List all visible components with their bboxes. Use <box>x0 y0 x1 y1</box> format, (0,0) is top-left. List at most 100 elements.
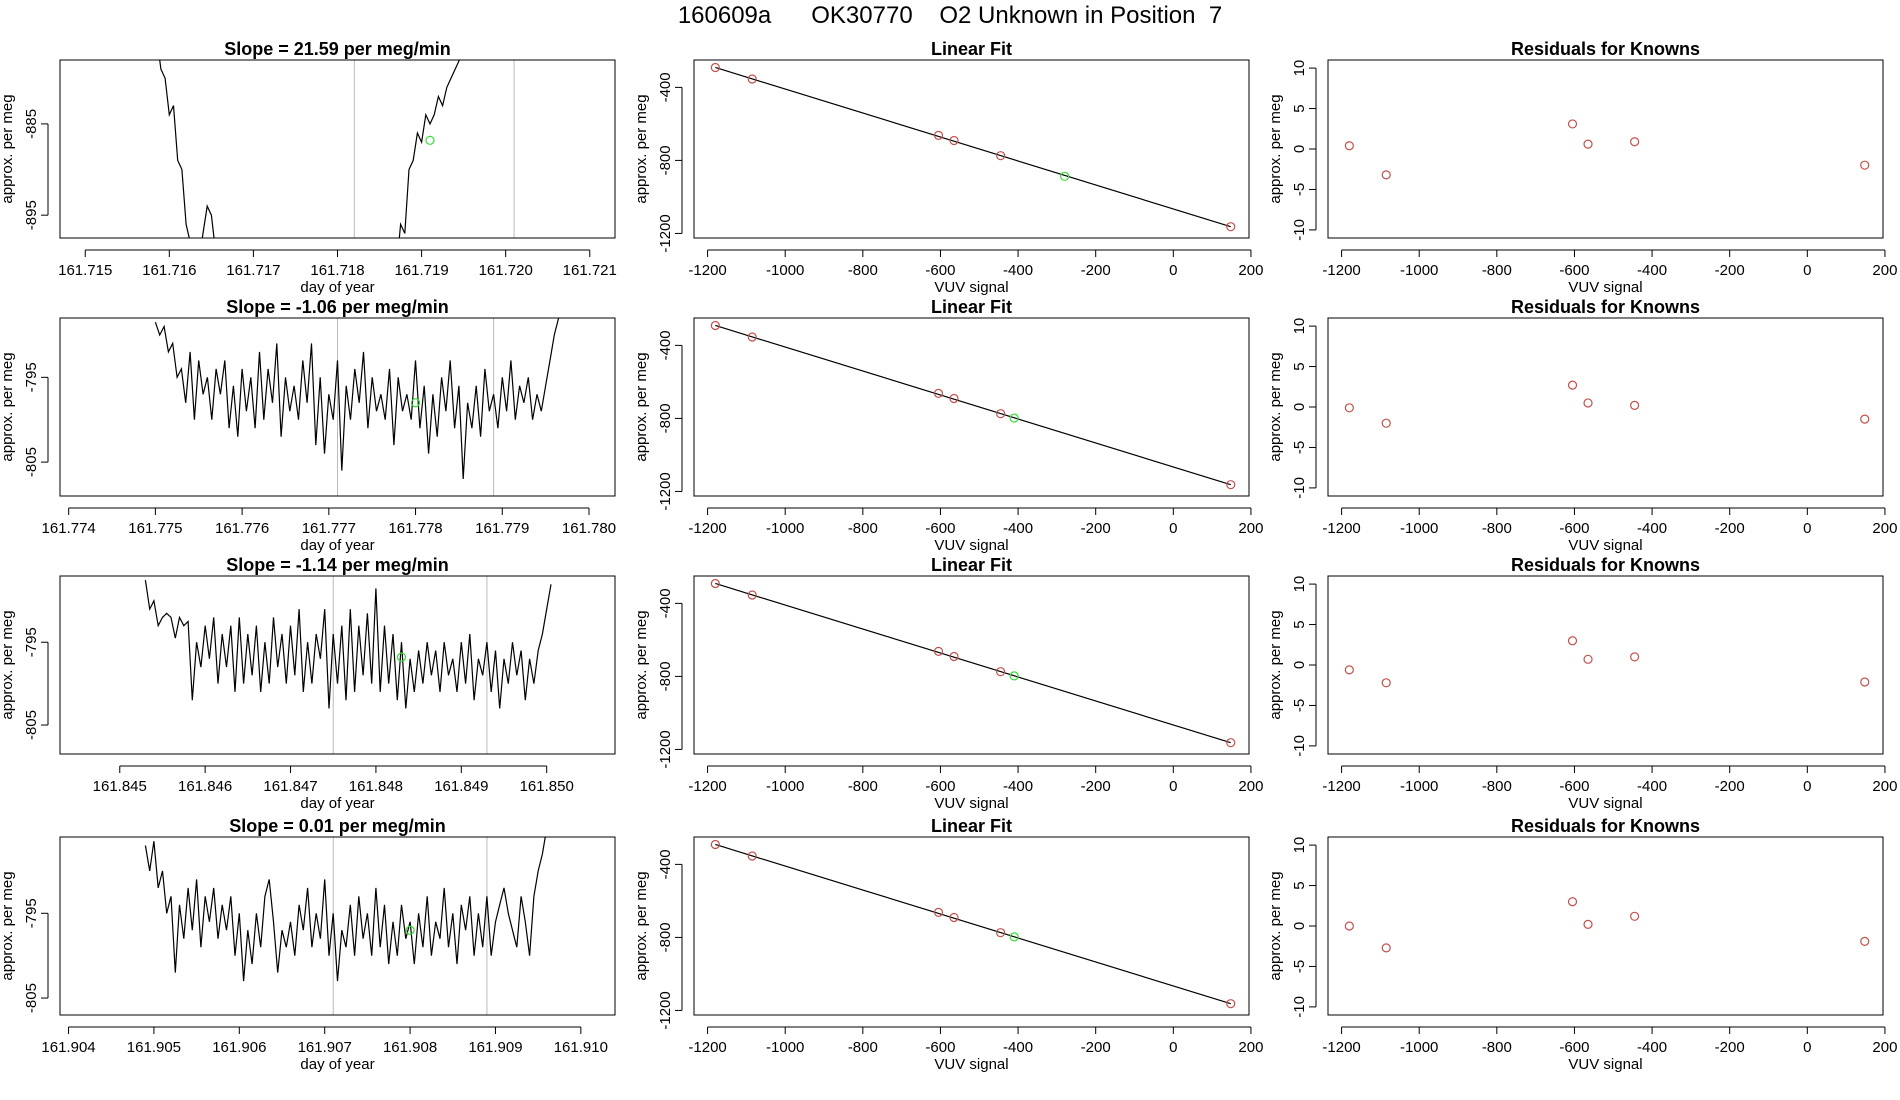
x-tick-label: 200 <box>1872 1039 1897 1056</box>
x-tick-label: 0 <box>1803 262 1811 279</box>
unknown-point <box>1009 932 1019 942</box>
x-tick-label: 0 <box>1803 778 1811 795</box>
y-tick-label: -795 <box>23 898 40 928</box>
panel-title: Linear Fit <box>931 39 1012 59</box>
y-tick-label: -1200 <box>657 730 674 768</box>
x-tick-label: -600 <box>1559 1039 1589 1056</box>
known-point <box>1381 170 1391 180</box>
y-tick-label: -400 <box>657 330 674 360</box>
y-tick-label: 0 <box>1291 922 1308 930</box>
x-tick-label: -200 <box>1081 520 1111 537</box>
x-tick-label: -400 <box>1003 520 1033 537</box>
unknown-point <box>410 398 421 408</box>
known-point <box>747 590 757 600</box>
y-tick-label: -805 <box>23 447 40 477</box>
x-tick-label: -800 <box>1482 520 1512 537</box>
x-tick-label: -1200 <box>1322 520 1360 537</box>
x-tick-label: 200 <box>1872 778 1897 795</box>
panel-timeseries-2: Slope = -1.06 per meg/min day of year appr… <box>0 297 616 554</box>
x-tick-label: -1000 <box>1400 262 1438 279</box>
y-tick-label: -5 <box>1291 699 1308 712</box>
x-axis-label: day of year <box>300 537 374 554</box>
x-tick-label: -400 <box>1637 1039 1667 1056</box>
x-tick-label: 161.906 <box>212 1039 266 1056</box>
data-layer <box>1344 897 1870 953</box>
x-axis-label: VUV signal <box>1568 279 1642 296</box>
y-tick-label: -10 <box>1291 219 1308 241</box>
x-tick-label: -400 <box>1637 262 1667 279</box>
x-tick-label: -1000 <box>1400 778 1438 795</box>
x-tick-label: -1200 <box>688 262 726 279</box>
x-tick-label: 161.778 <box>388 520 442 537</box>
y-tick-label: -10 <box>1291 996 1308 1018</box>
y-tick-label: -5 <box>1291 441 1308 454</box>
y-axis-label: approx. per meg <box>633 871 650 980</box>
known-point <box>949 393 959 404</box>
y-tick-label: 5 <box>1291 620 1308 628</box>
x-tick-label: -800 <box>1482 262 1512 279</box>
x-tick-label: 161.904 <box>41 1039 95 1056</box>
x-tick-label: -400 <box>1637 778 1667 795</box>
y-tick-label: 10 <box>1291 576 1308 593</box>
x-tick-label: 161.717 <box>226 262 280 279</box>
panel-title: Slope = 21.59 per meg/min <box>224 39 451 59</box>
x-tick-label: 200 <box>1238 1039 1263 1056</box>
y-tick-label: -795 <box>23 627 40 657</box>
x-tick-label: 161.779 <box>475 520 529 537</box>
x-tick-label: -800 <box>1482 778 1512 795</box>
known-point <box>933 907 944 917</box>
known-point <box>747 74 757 84</box>
plot-frame <box>1327 59 1884 239</box>
y-tick-label: 0 <box>1291 661 1308 669</box>
panel-residuals-1: Residuals for Knowns VUV signal approx. pe… <box>1267 39 1897 296</box>
fit-line <box>715 582 1231 744</box>
x-tick-label: -200 <box>1715 520 1745 537</box>
plot-frame <box>59 59 616 239</box>
x-tick-label: -400 <box>1003 1039 1033 1056</box>
x-tick-label: 200 <box>1238 778 1263 795</box>
plot-frame <box>1327 575 1884 755</box>
known-point <box>1860 677 1870 687</box>
page-title: 160609a OK30770 O2 Unknown in Position 7 <box>677 2 1223 29</box>
x-tick-label: -200 <box>1715 1039 1745 1056</box>
known-point <box>710 62 720 73</box>
y-axis-label: approx. per meg <box>633 94 650 203</box>
known-point <box>1583 398 1593 408</box>
data-layer <box>1344 119 1870 180</box>
x-axis-label: VUV signal <box>1568 1056 1642 1073</box>
x-tick-label: -1000 <box>766 520 804 537</box>
x-tick-label: 161.777 <box>302 520 356 537</box>
x-tick-label: -1200 <box>688 778 726 795</box>
x-tick-label: -800 <box>848 778 878 795</box>
x-tick-label: 0 <box>1169 262 1177 279</box>
plot-frame <box>693 836 1250 1016</box>
x-axis-label: VUV signal <box>934 1056 1008 1073</box>
x-tick-label: -200 <box>1081 1039 1111 1056</box>
y-tick-label: -885 <box>23 109 40 139</box>
x-axis-label: VUV signal <box>934 795 1008 812</box>
y-tick-label: 0 <box>1291 403 1308 411</box>
y-axis-label: approx. per meg <box>633 610 650 719</box>
x-tick-label: 161.716 <box>142 262 196 279</box>
y-tick-label: -795 <box>23 362 40 392</box>
panel-title: Slope = -1.14 per meg/min <box>226 555 449 575</box>
panel-timeseries-4: Slope = 0.01 per meg/min day of year appro… <box>0 816 616 1073</box>
x-tick-label: -600 <box>925 1039 955 1056</box>
x-axis-label: VUV signal <box>1568 795 1642 812</box>
x-tick-label: 0 <box>1803 1039 1811 1056</box>
y-tick-label: 5 <box>1291 104 1308 112</box>
x-tick-label: -800 <box>1482 1039 1512 1056</box>
x-tick-label: 161.718 <box>310 262 364 279</box>
x-tick-label: 200 <box>1872 262 1897 279</box>
x-tick-label: 0 <box>1169 778 1177 795</box>
x-tick-label: -600 <box>1559 262 1589 279</box>
unknown-point <box>396 652 407 662</box>
fit-line <box>715 324 1231 486</box>
y-tick-label: 10 <box>1291 837 1308 854</box>
y-tick-label: 10 <box>1291 318 1308 335</box>
y-tick-label: -800 <box>657 403 674 433</box>
known-point <box>996 409 1006 419</box>
known-point <box>747 332 757 342</box>
x-tick-label: -1000 <box>766 262 804 279</box>
panel-linear-fit-3: Linear Fit VUV signal approx. per meg -1200… <box>633 555 1263 812</box>
